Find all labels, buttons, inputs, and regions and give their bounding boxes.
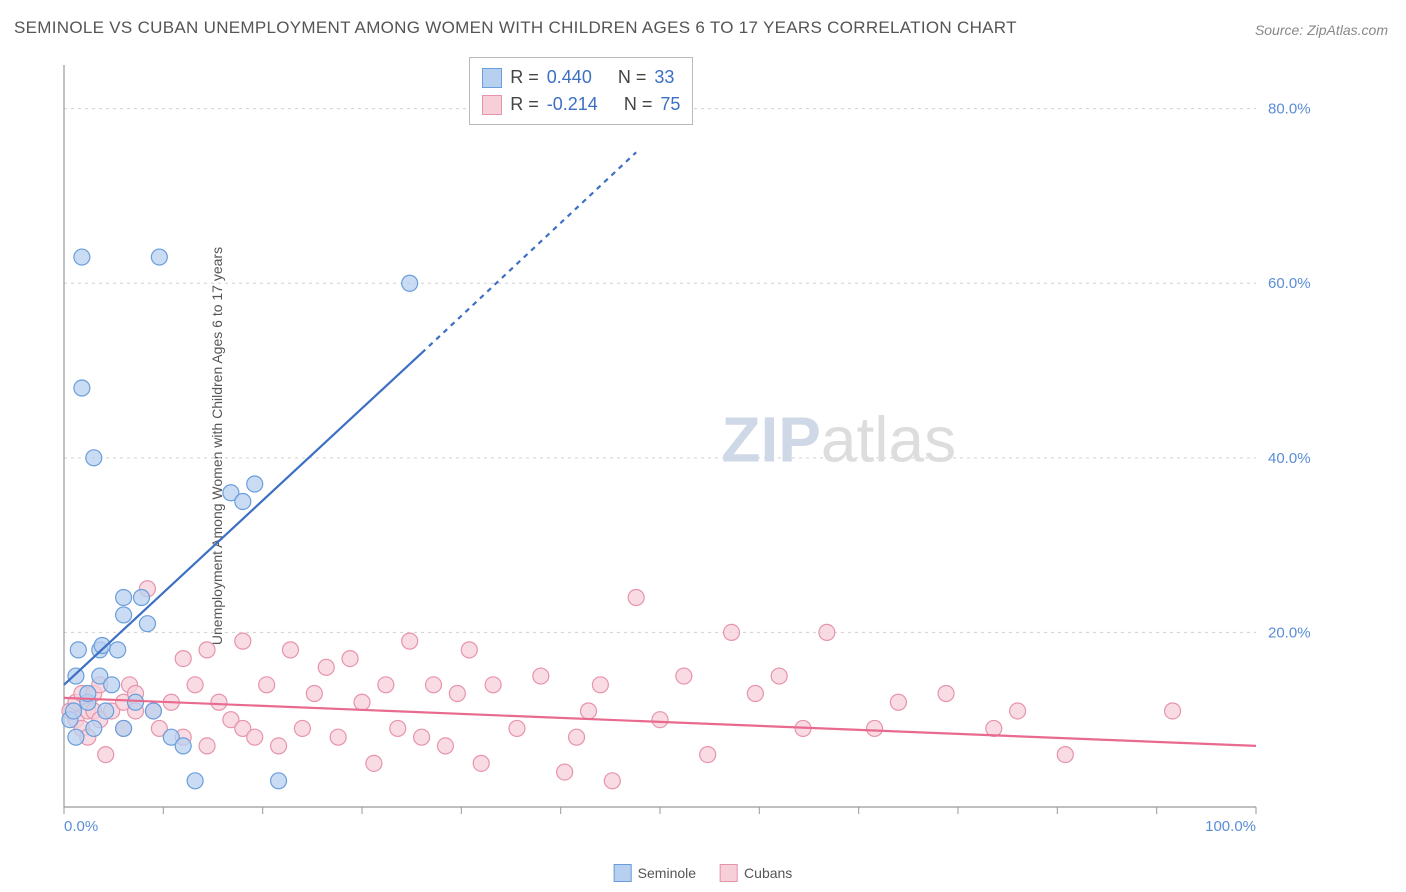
svg-text:80.0%: 80.0% xyxy=(1268,101,1311,118)
svg-text:60.0%: 60.0% xyxy=(1268,275,1311,292)
n-label: N = xyxy=(618,64,647,91)
correlation-stats-box: R = 0.440 N = 33 R = -0.214 N = 75 xyxy=(469,57,693,125)
svg-text:ZIPatlas: ZIPatlas xyxy=(721,404,956,476)
legend-item-cubans: Cubans xyxy=(720,864,792,882)
svg-text:20.0%: 20.0% xyxy=(1268,624,1311,641)
stats-swatch-cubans xyxy=(482,95,502,115)
legend-item-seminole: Seminole xyxy=(614,864,696,882)
r-label: R = xyxy=(510,91,539,118)
chart-plot-area: 20.0% 40.0% 60.0% 80.0% 0.0% 100.0% ZIPatlas xyxy=(60,55,1316,837)
svg-text:100.0%: 100.0% xyxy=(1205,818,1256,835)
chart-title: SEMINOLE VS CUBAN UNEMPLOYMENT AMONG WOM… xyxy=(14,18,1017,38)
legend-label-seminole: Seminole xyxy=(638,865,696,881)
svg-text:0.0%: 0.0% xyxy=(64,818,98,835)
svg-text:40.0%: 40.0% xyxy=(1268,450,1311,467)
r-value-seminole: 0.440 xyxy=(547,64,592,91)
source-name: ZipAtlas.com xyxy=(1307,22,1388,38)
legend-swatch-seminole xyxy=(614,864,632,882)
n-value-seminole: 33 xyxy=(654,64,674,91)
r-value-cubans: -0.214 xyxy=(547,91,598,118)
legend-swatch-cubans xyxy=(720,864,738,882)
stats-row-seminole: R = 0.440 N = 33 xyxy=(482,64,680,91)
r-label: R = xyxy=(510,64,539,91)
legend-label-cubans: Cubans xyxy=(744,865,792,881)
n-value-cubans: 75 xyxy=(660,91,680,118)
n-label: N = xyxy=(624,91,653,118)
stats-swatch-seminole xyxy=(482,68,502,88)
legend: Seminole Cubans xyxy=(614,864,793,882)
source-attribution: Source: ZipAtlas.com xyxy=(1255,22,1388,38)
stats-row-cubans: R = -0.214 N = 75 xyxy=(482,91,680,118)
scatter-chart-svg: 20.0% 40.0% 60.0% 80.0% 0.0% 100.0% ZIPatlas xyxy=(60,55,1316,837)
source-prefix: Source: xyxy=(1255,22,1307,38)
